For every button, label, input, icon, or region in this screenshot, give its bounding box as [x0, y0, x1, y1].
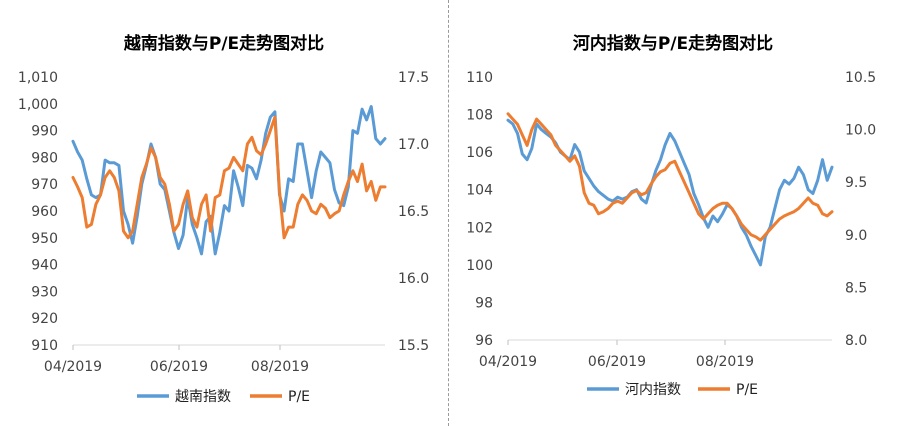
y-right-tick-label: 10.5	[845, 70, 876, 86]
y-right-tick-label: 8.0	[845, 333, 867, 349]
y-right-tick-label: 16.5	[398, 204, 429, 220]
legend-label: 越南指数	[175, 389, 231, 405]
x-tick-label: 06/2019	[150, 359, 208, 375]
series-line-pe	[506, 112, 834, 242]
x-tick-label: 08/2019	[251, 359, 309, 375]
y-left-tick-label: 950	[31, 231, 58, 247]
y-left-tick-label: 970	[31, 177, 58, 193]
y-right-tick-label: 15.5	[398, 338, 429, 354]
y-right-tick-label: 16.0	[398, 271, 429, 287]
y-right-tick-label: 17.5	[398, 70, 429, 86]
chart-title: 越南指数与P/E走势图对比	[123, 33, 324, 54]
vn-index-chart-panel: 越南指数与P/E走势图对比 910 920 930 940 950 960 970 980 990…	[0, 0, 448, 426]
chart-title: 河内指数与P/E走势图对比	[573, 33, 773, 54]
series-line-pe	[71, 115, 387, 240]
legend-label: P/E	[736, 382, 758, 398]
y-left-tick-label: 990	[31, 124, 58, 140]
hnx-index-chart: 河内指数与P/E走势图对比 96 98 100 102 104 106 108 110 8.0 8.…	[466, 33, 876, 398]
y-left-tick-label: 1,010	[18, 70, 58, 86]
legend-label: 河内指数	[625, 382, 681, 398]
y-left-tick-label: 1,000	[18, 97, 58, 113]
y-left-tick-label: 98	[475, 295, 493, 311]
y-left-tick-label: 940	[31, 258, 58, 274]
hnx-index-chart-panel: 河内指数与P/E走势图对比 96 98 100 102 104 106 108 110 8.0 8.…	[450, 0, 897, 426]
y-left-tick-label: 930	[31, 284, 58, 300]
y-right-tick-label: 9.5	[845, 175, 867, 191]
x-tick-label: 06/2019	[588, 354, 646, 370]
y-left-tick-label: 960	[31, 204, 58, 220]
y-left-tick-label: 910	[31, 338, 58, 354]
y-left-tick-label: 920	[31, 311, 58, 327]
y-left-tick-label: 102	[466, 220, 493, 236]
series-line-index	[506, 118, 834, 267]
y-left-tick-label: 106	[466, 145, 493, 161]
y-left-tick-label: 96	[475, 333, 493, 349]
x-tick-label: 04/2019	[44, 359, 102, 375]
y-left-tick-label: 100	[466, 258, 493, 274]
y-left-tick-label: 104	[466, 183, 493, 199]
y-right-tick-label: 9.0	[845, 228, 867, 244]
y-left-tick-label: 110	[466, 70, 493, 86]
panel-divider	[448, 0, 449, 426]
legend-label: P/E	[288, 389, 310, 405]
vn-index-chart: 越南指数与P/E走势图对比 910 920 930 940 950 960 970 980 990…	[18, 33, 429, 405]
series-line-index	[71, 105, 387, 256]
y-right-tick-label: 10.0	[845, 123, 876, 139]
x-tick-label: 08/2019	[696, 354, 754, 370]
y-left-tick-label: 980	[31, 150, 58, 166]
y-left-tick-label: 108	[466, 108, 493, 124]
y-right-tick-label: 8.5	[845, 280, 867, 296]
y-right-tick-label: 17.0	[398, 137, 429, 153]
x-tick-label: 04/2019	[479, 354, 537, 370]
